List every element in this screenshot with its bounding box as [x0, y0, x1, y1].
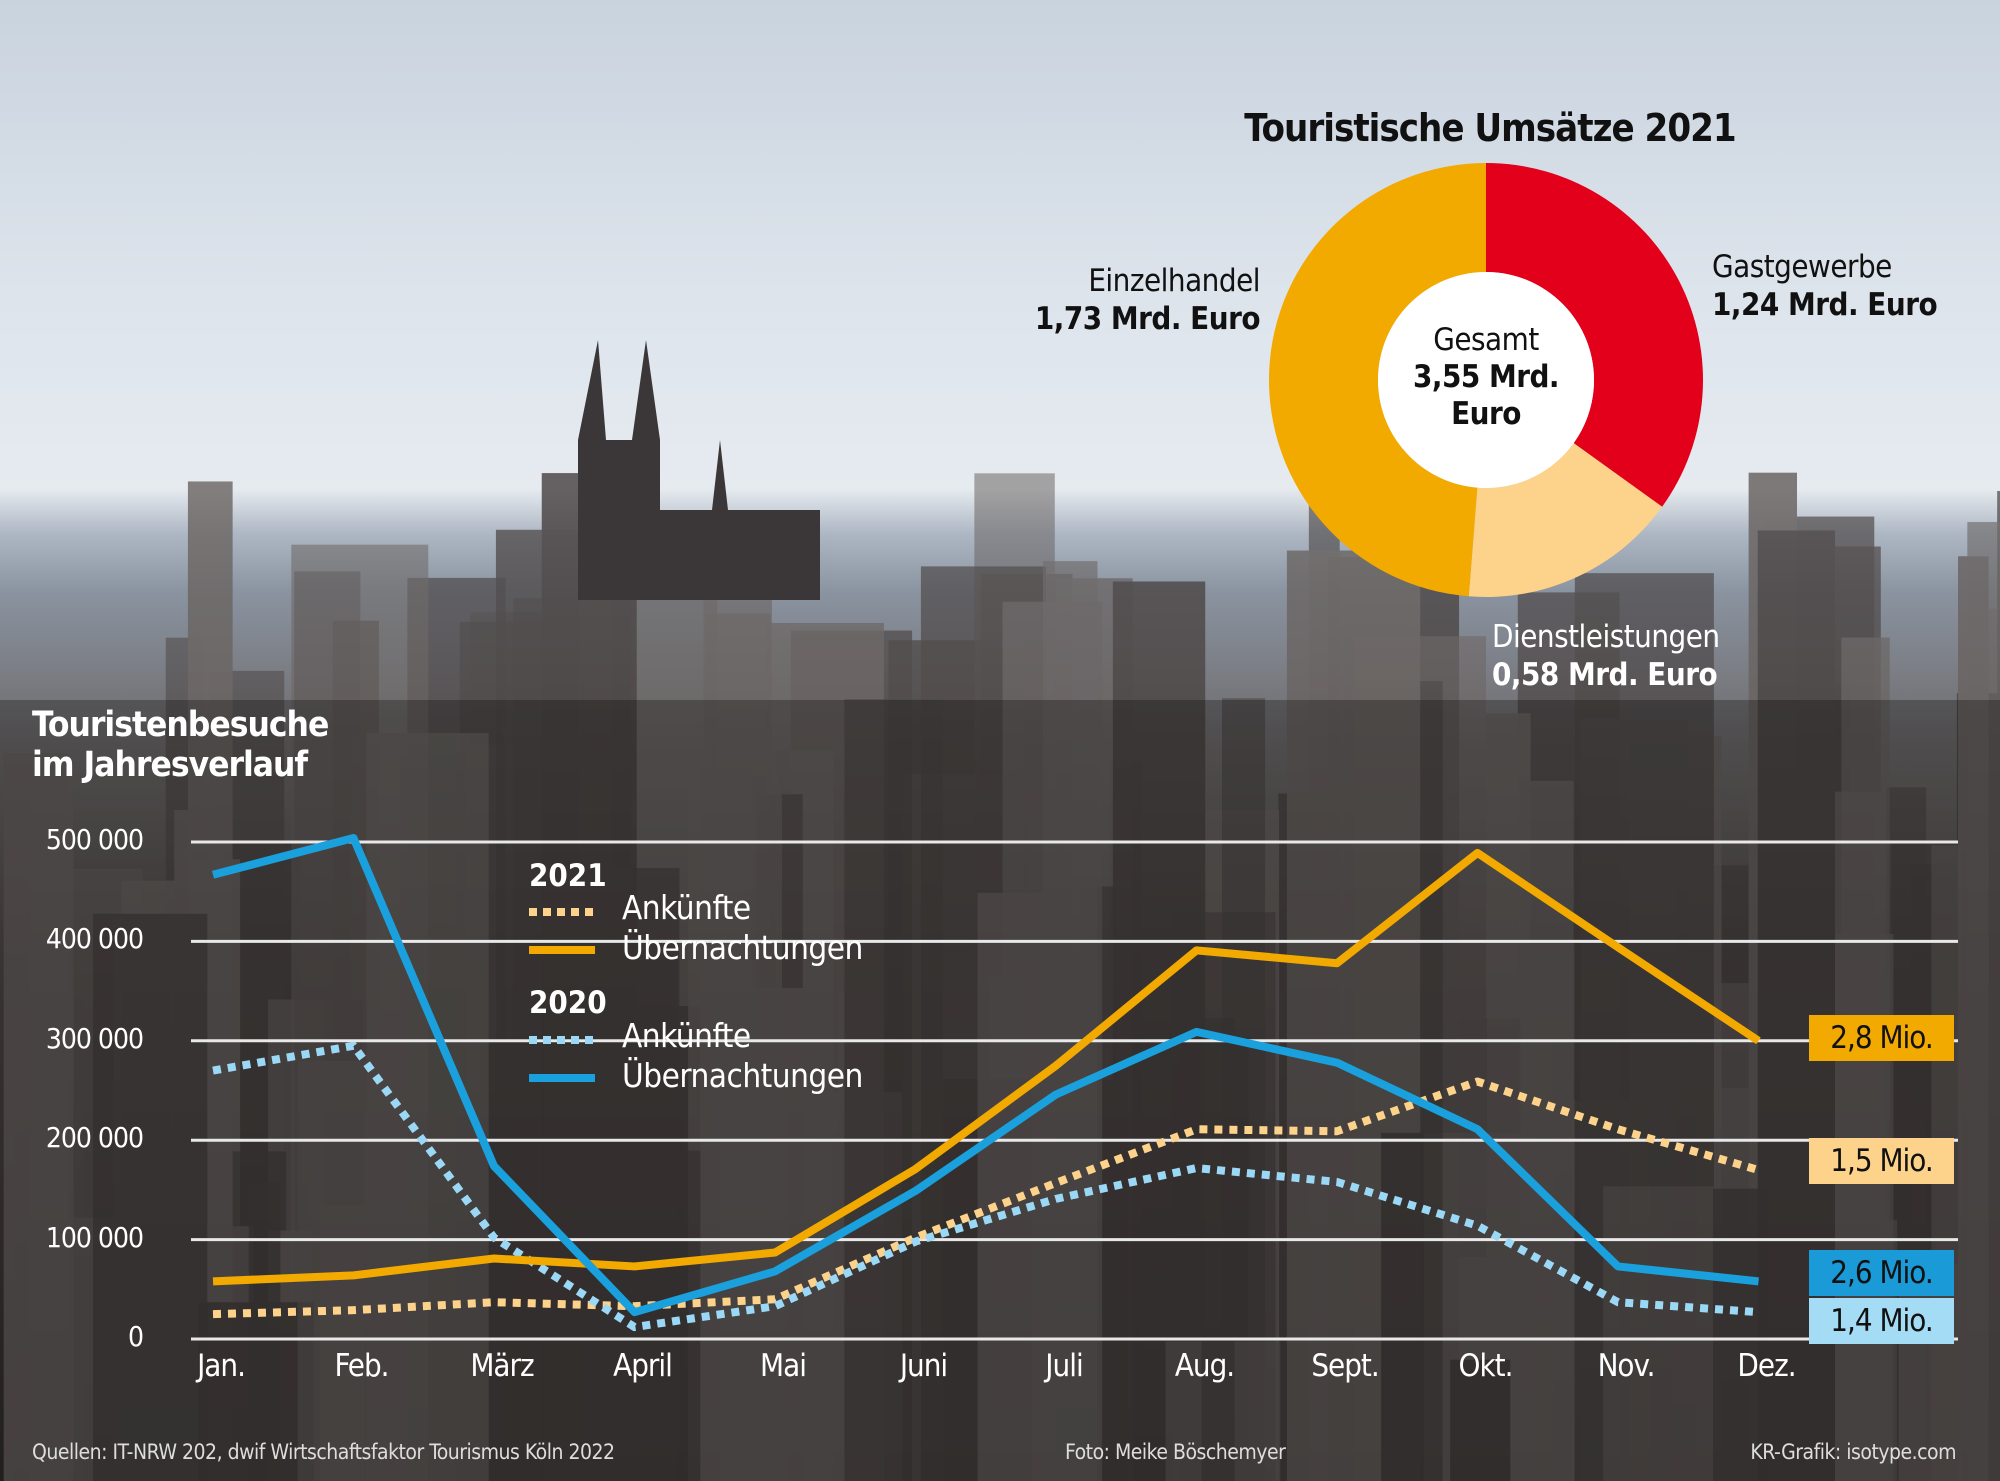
line-chart-title: Touristenbesuche im Jahresverlauf: [32, 705, 329, 785]
x-tick-label: Okt.: [1458, 1348, 1514, 1384]
legend-2021-ankuenfte: Ankünfte: [622, 888, 751, 927]
slice-name: Gastgewerbe: [1712, 249, 1892, 285]
slice-value: 1,73 Mrd. Euro: [1034, 301, 1261, 337]
series-line-2020-ankünfte: [212, 1041, 1759, 1332]
center-label-unit: Euro: [1451, 396, 1521, 432]
slice-value: 1,24 Mrd. Euro: [1712, 287, 1938, 323]
legend-2020-ankuenfte: Ankünfte: [622, 1016, 751, 1055]
center-label-line: Gesamt: [1433, 322, 1539, 358]
total-label-2020-ankuenfte: 1,4 Mio.: [1809, 1298, 1954, 1344]
slice-name: Einzelhandel: [1088, 263, 1260, 299]
pie-chart-title: Touristische Umsätze 2021: [1244, 106, 1736, 150]
y-tick-label: 100 000: [45, 1220, 144, 1254]
legend-2020-uebernachtungen: Übernachtungen: [622, 1056, 863, 1095]
x-tick-label: April: [613, 1348, 673, 1384]
series-line-2021-übernachtungen: [212, 848, 1761, 1286]
slice-value: 0,58 Mrd. Euro: [1492, 657, 1718, 693]
center-label-total: 3,55 Mrd.: [1412, 359, 1560, 395]
title-line-2: im Jahresverlauf: [32, 745, 308, 785]
y-tick-label: 500 000: [45, 823, 144, 856]
x-tick-label: Feb.: [334, 1348, 389, 1384]
donut-hole: [1378, 272, 1594, 488]
title-line-1: Touristenbesuche: [32, 705, 329, 745]
y-tick-label: 300 000: [45, 1021, 144, 1055]
legend-year-2020: 2020: [529, 985, 607, 1021]
legend-year-2021: 2021: [529, 858, 607, 894]
label-einzelhandel: Einzelhandel 1,73 Mrd. Euro: [960, 262, 1261, 338]
footer-graphic-credit: KR-Grafik: isotype.com: [1750, 1440, 1956, 1464]
x-tick-label: Nov.: [1597, 1348, 1656, 1384]
y-tick-label: 0: [127, 1320, 144, 1353]
label-gastgewerbe: Gastgewerbe 1,24 Mrd. Euro: [1712, 248, 1938, 324]
x-tick-label: Aug.: [1174, 1348, 1235, 1384]
x-tick-label: Juni: [899, 1348, 948, 1384]
legend-2021-uebernachtungen: Übernachtungen: [622, 928, 863, 967]
cathedral-silhouette: [578, 340, 820, 600]
donut-center-label: Gesamt 3,55 Mrd. Euro: [1386, 322, 1586, 433]
x-tick-label: Dez.: [1737, 1348, 1796, 1384]
y-tick-label: 200 000: [45, 1121, 144, 1155]
x-tick-label: März: [470, 1348, 534, 1384]
x-tick-label: Sept.: [1311, 1348, 1379, 1384]
total-label-2021-ankuenfte: 1,5 Mio.: [1809, 1138, 1954, 1184]
series-line-2021-ankünfte: [212, 1077, 1760, 1319]
donut-slice-einzelhandel: [1269, 163, 1486, 597]
footer-photo-credit: Foto: Meike Böschemyer: [1065, 1440, 1286, 1464]
slice-name: Dienstleistungen: [1492, 619, 1720, 655]
x-tick-label: Mai: [760, 1348, 807, 1384]
total-label-2021-uebernachtungen: 2,8 Mio.: [1809, 1015, 1954, 1061]
total-label-2020-uebernachtungen: 2,6 Mio.: [1809, 1250, 1954, 1296]
donut-slice-gastgewerbe: [1486, 163, 1703, 507]
x-tick-label: Juli: [1045, 1348, 1083, 1384]
donut-slice-dienstleistungen: [1468, 443, 1663, 597]
footer-sources: Quellen: IT-NRW 202, dwif Wirtschaftsfak…: [32, 1440, 615, 1464]
x-tick-label: Jan.: [197, 1348, 246, 1384]
series-line-2020-übernachtungen: [211, 834, 1759, 1317]
label-dienstleistungen: Dienstleistungen 0,58 Mrd. Euro: [1492, 618, 1720, 694]
y-tick-label: 400 000: [45, 922, 144, 956]
